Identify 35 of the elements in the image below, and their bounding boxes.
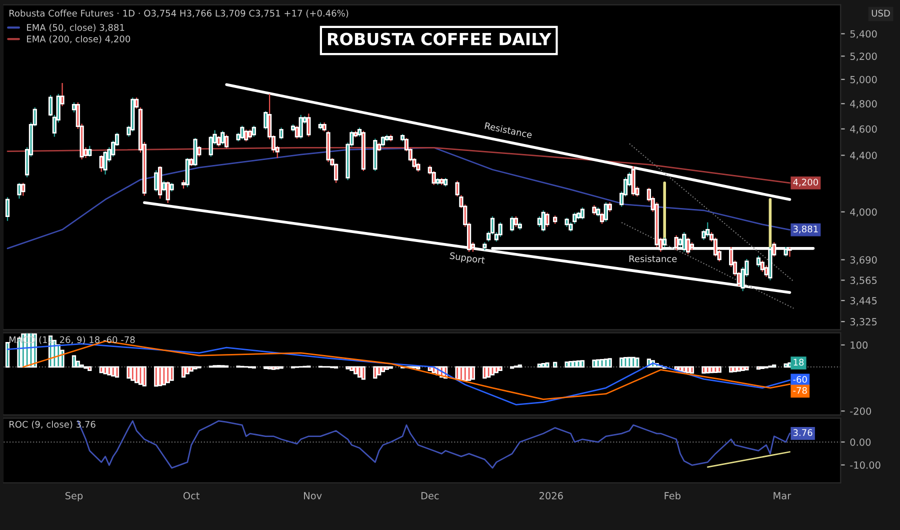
data-label: -78 <box>793 386 807 394</box>
legend-label: EMA (50, close) 3,881 <box>27 24 124 32</box>
x-tick-label: Mar <box>774 492 792 500</box>
x-tick-label: Nov <box>304 492 322 500</box>
data-label: 4,200 <box>793 178 818 186</box>
x-tick-label: Sep <box>65 492 83 502</box>
series-label: Resistance <box>629 255 677 262</box>
y-tick-label: 4,600 <box>850 125 877 134</box>
y-tick-label: -200 <box>850 408 872 415</box>
x-tick-label: Dec <box>421 492 439 500</box>
text: ROBUSTA COFFEE DAILY <box>328 32 552 46</box>
data-label: 3,881 <box>793 226 818 234</box>
y-tick-label: 100 <box>850 341 868 349</box>
y-tick-label: 3,690 <box>850 256 877 265</box>
y-tick-label: 4,800 <box>850 100 877 108</box>
y-tick-label: 5,200 <box>850 52 877 61</box>
y-axis-title: USD <box>872 10 890 17</box>
y-tick-label: 4,400 <box>850 152 877 160</box>
data-label: 3.76 <box>793 429 812 436</box>
y-tick-label: 4,000 <box>850 208 877 217</box>
data-label: -60 <box>793 376 807 383</box>
text: Support <box>449 252 486 266</box>
y-tick-label: 5,000 <box>850 76 877 84</box>
data-label: 18 <box>794 358 804 366</box>
x-tick-label: 2026 <box>540 492 563 500</box>
y-tick-label: 3,445 <box>850 297 877 306</box>
y-tick-label: 3,325 <box>850 318 877 326</box>
y-tick-label: -10.00 <box>850 461 880 469</box>
legend-label: EMA (200, close) 4,200 <box>27 35 130 44</box>
chart-subtitle: Robusta Coffee Futures · 1D · O3,754 H3,766 L3,709 C3,751 +17 (+0.46%) <box>10 10 348 18</box>
x-tick-label: Feb <box>664 492 680 500</box>
x-tick-label: Oct <box>183 492 200 500</box>
y-tick-label: 5,400 <box>850 30 877 39</box>
y-tick-label: 3,565 <box>850 276 877 286</box>
y-tick-label: 0.00 <box>850 438 871 446</box>
